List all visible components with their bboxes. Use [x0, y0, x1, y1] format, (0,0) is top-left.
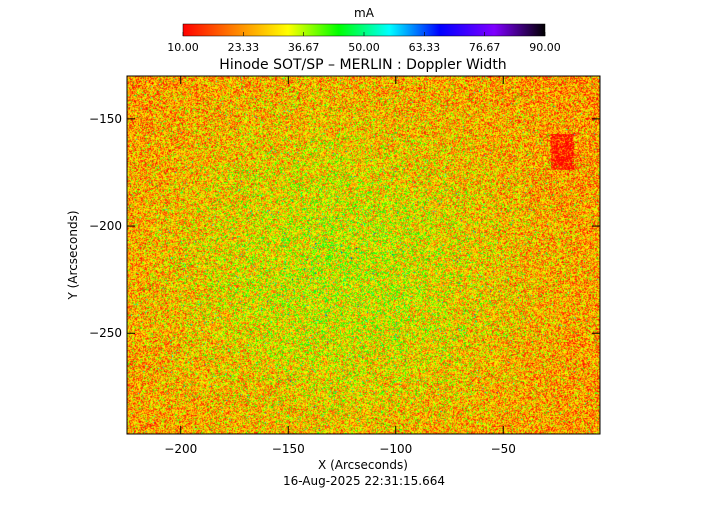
y-tick-label: −150 — [89, 112, 122, 126]
colorbar-ticks: 10.00 23.33 36.67 50.00 63.33 76.67 90.00 — [167, 32, 561, 54]
y-tick-label: −200 — [89, 219, 122, 233]
y-axis: −150 −200 −250 — [89, 112, 600, 340]
colorbar-tick-label: 50.00 — [348, 41, 380, 54]
colorbar-tick-label: 90.00 — [529, 41, 561, 54]
x-tick-label: −50 — [491, 442, 516, 456]
colorbar-tick-label: 36.67 — [288, 41, 320, 54]
colorbar-tick-label: 23.33 — [228, 41, 260, 54]
y-tick-label: −250 — [89, 326, 122, 340]
x-tick-label: −150 — [272, 442, 305, 456]
x-tick-label: −200 — [164, 442, 197, 456]
x-axis: −200 −150 −100 −50 — [164, 76, 516, 456]
timestamp: 16-Aug-2025 22:31:15.664 — [283, 474, 445, 488]
colorbar-unit: mA — [354, 6, 375, 20]
colorbar-tick-label: 63.33 — [409, 41, 441, 54]
colorbar-tick-label: 10.00 — [167, 41, 199, 54]
colorbar-tick-label: 76.67 — [469, 41, 501, 54]
chart-title: Hinode SOT/SP – MERLIN : Doppler Width — [219, 57, 506, 73]
heatmap-area — [127, 76, 600, 434]
x-tick-label: −100 — [379, 442, 412, 456]
x-axis-label: X (Arcseconds) — [318, 458, 408, 472]
plot-frame — [126, 75, 601, 435]
y-axis-label: Y (Arcseconds) — [66, 210, 80, 300]
